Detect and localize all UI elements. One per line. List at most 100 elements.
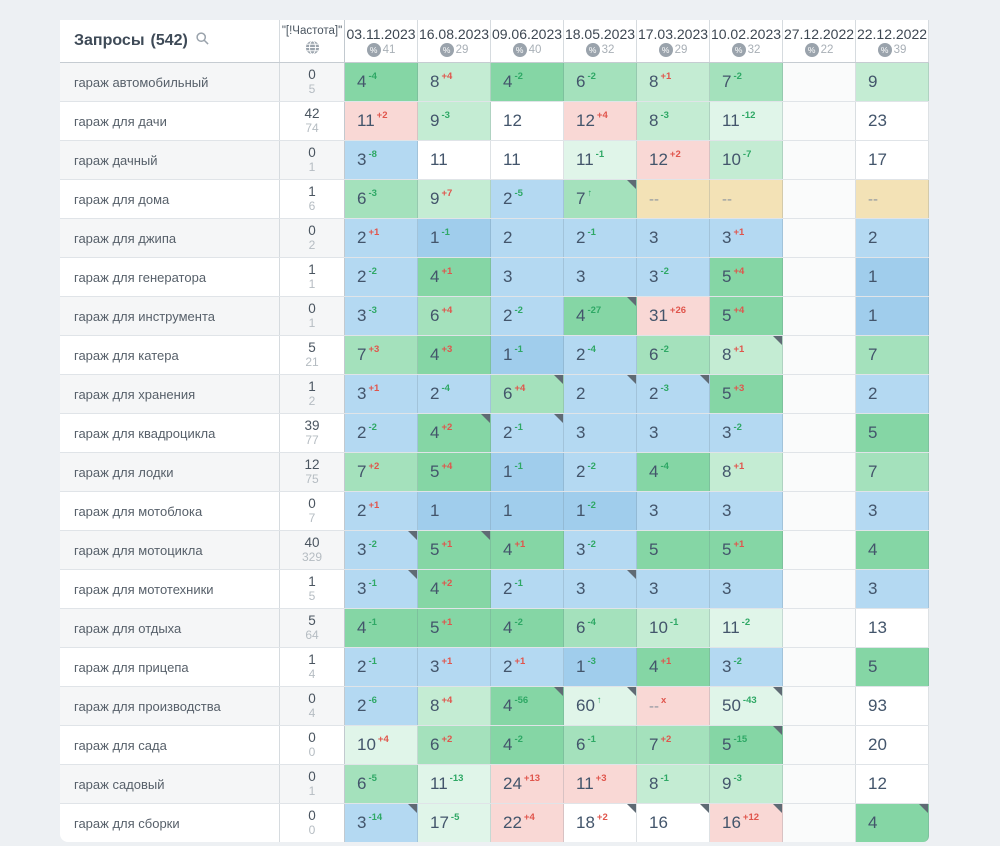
position-cell[interactable]: 4 +2 [418,570,491,608]
position-cell[interactable]: 2 -6 [345,687,418,725]
position-cell[interactable]: 1 [856,297,929,335]
position-cell[interactable]: 3 -2 [637,258,710,296]
position-cell[interactable]: 6 -2 [637,336,710,374]
position-cell[interactable]: -- x [637,687,710,725]
position-cell[interactable]: -- [637,180,710,218]
position-cell[interactable]: 3 -14 [345,804,418,842]
keyword-cell[interactable]: гараж для мотоцикла [60,531,280,569]
position-cell[interactable]: 3 +1 [418,648,491,686]
date-column-header[interactable]: 16.08.2023% 29 [418,20,491,62]
position-cell[interactable]: 5 +4 [710,258,783,296]
position-cell[interactable]: 7 +3 [345,336,418,374]
position-cell[interactable]: 3 [710,570,783,608]
keyword-cell[interactable]: гараж для катера [60,336,280,374]
position-cell[interactable]: 6 +2 [418,726,491,764]
position-cell[interactable]: 9 [856,63,929,101]
position-cell[interactable]: 3 [564,258,637,296]
position-cell[interactable]: 3 [637,570,710,608]
position-cell[interactable]: 5 [637,531,710,569]
position-cell[interactable]: 12 +4 [564,102,637,140]
position-cell[interactable]: 1 [418,492,491,530]
position-cell[interactable]: 2 -2 [345,258,418,296]
keyword-cell[interactable]: гараж для отдыха [60,609,280,647]
position-cell[interactable]: 11 +3 [564,765,637,803]
position-cell[interactable]: 6 -4 [564,609,637,647]
position-cell[interactable]: 22 +4 [491,804,564,842]
position-cell[interactable]: 6 -5 [345,765,418,803]
position-cell[interactable]: 2 -4 [564,336,637,374]
position-cell[interactable]: 1 [491,492,564,530]
position-cell[interactable]: 2 +1 [491,648,564,686]
position-cell[interactable]: 9 +7 [418,180,491,218]
position-cell[interactable]: 5 [856,414,929,452]
position-cell[interactable]: -- [710,180,783,218]
position-cell[interactable]: 2 -3 [637,375,710,413]
position-cell[interactable]: 10 -7 [710,141,783,179]
keyword-cell[interactable]: гараж для производства [60,687,280,725]
position-cell[interactable]: 13 [856,609,929,647]
position-cell[interactable]: 4 -2 [491,63,564,101]
keyword-cell[interactable]: гараж для дома [60,180,280,218]
date-column-header[interactable]: 27.12.2022% 22 [783,20,856,62]
keyword-cell[interactable]: гараж садовый [60,765,280,803]
position-cell[interactable]: 16 [637,804,710,842]
keyword-cell[interactable]: гараж для генератора [60,258,280,296]
position-cell[interactable]: 1 -2 [564,492,637,530]
position-cell[interactable]: 2 +1 [345,219,418,257]
keyword-cell[interactable]: гараж для сада [60,726,280,764]
position-cell[interactable]: 3 [856,492,929,530]
position-cell[interactable]: 9 -3 [710,765,783,803]
keyword-cell[interactable]: гараж для хранения [60,375,280,413]
position-cell[interactable]: 24 +13 [491,765,564,803]
date-column-header[interactable]: 17.03.2023% 29 [637,20,710,62]
position-cell[interactable]: 2 -5 [491,180,564,218]
position-cell[interactable]: 11 [491,141,564,179]
position-cell[interactable]: 2 -1 [345,648,418,686]
position-cell[interactable]: 3 -2 [564,531,637,569]
position-cell[interactable]: 7 -2 [710,63,783,101]
position-cell[interactable]: 18 +2 [564,804,637,842]
position-cell[interactable]: 7 +2 [637,726,710,764]
position-cell[interactable]: 3 [491,258,564,296]
position-cell[interactable]: 2 -1 [491,570,564,608]
position-cell[interactable]: 60 ↑ [564,687,637,725]
keyword-cell[interactable]: гараж для инструмента [60,297,280,335]
position-cell[interactable]: 11 -2 [710,609,783,647]
date-column-header[interactable]: 10.02.2023% 32 [710,20,783,62]
keyword-cell[interactable]: гараж для сборки [60,804,280,842]
position-cell[interactable]: 2 -2 [564,453,637,491]
position-cell[interactable]: 2 +1 [345,492,418,530]
keyword-cell[interactable]: гараж для мотоблока [60,492,280,530]
position-cell[interactable]: 6 -2 [564,63,637,101]
position-cell[interactable]: 12 [491,102,564,140]
position-cell[interactable]: 7 +2 [345,453,418,491]
position-cell[interactable]: 1 -1 [418,219,491,257]
position-cell[interactable]: 3 -8 [345,141,418,179]
position-cell[interactable]: 17 -5 [418,804,491,842]
position-cell[interactable]: 20 [856,726,929,764]
position-cell[interactable]: 93 [856,687,929,725]
position-cell[interactable]: 5 +1 [418,609,491,647]
position-cell[interactable]: 16 +12 [710,804,783,842]
position-cell[interactable]: 4 [856,804,929,842]
position-cell[interactable]: 3 [637,219,710,257]
position-cell[interactable]: -- [856,180,929,218]
position-cell[interactable]: 3 +1 [710,219,783,257]
position-cell[interactable]: 4 -4 [637,453,710,491]
position-cell[interactable]: 2 -2 [345,414,418,452]
position-cell[interactable]: 7 [856,453,929,491]
position-cell[interactable]: 31 +26 [637,297,710,335]
position-cell[interactable]: 3 -2 [710,414,783,452]
position-cell[interactable]: 2 -2 [491,297,564,335]
keyword-cell[interactable]: гараж для лодки [60,453,280,491]
keyword-cell[interactable]: гараж для дачи [60,102,280,140]
position-cell[interactable]: 8 +1 [637,63,710,101]
position-cell[interactable]: 2 [856,219,929,257]
position-cell[interactable]: 23 [856,102,929,140]
position-cell[interactable]: 5 -15 [710,726,783,764]
position-cell[interactable]: 12 +2 [637,141,710,179]
queries-header[interactable]: Запросы (542) [60,20,280,62]
keyword-cell[interactable]: гараж для прицепа [60,648,280,686]
position-cell[interactable]: 11 [418,141,491,179]
keyword-cell[interactable]: гараж для джипа [60,219,280,257]
